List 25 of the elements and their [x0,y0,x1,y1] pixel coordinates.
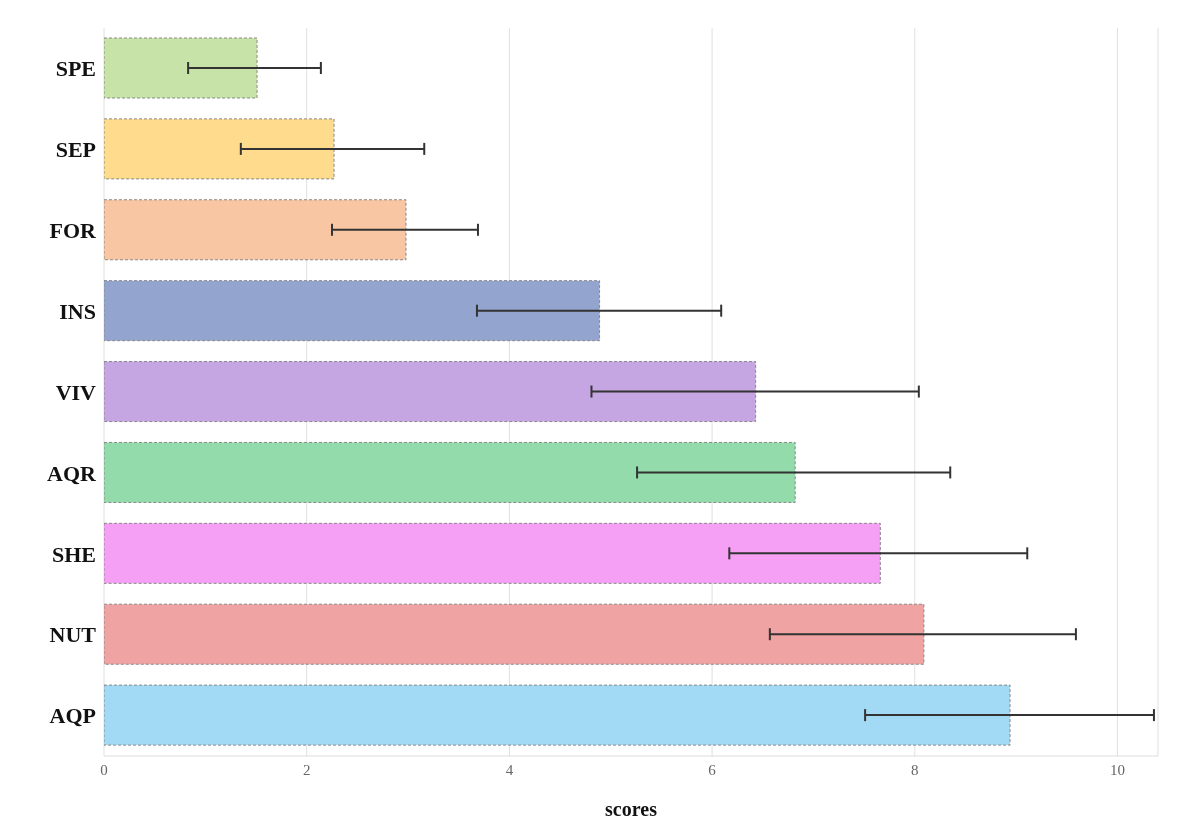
x-tick-label: 2 [302,761,311,778]
y-tick-label: SPE [55,56,96,82]
bar [104,37,258,99]
y-tick-label: AQP [49,703,96,729]
x-tick-label: 8 [911,761,919,778]
bar [104,118,335,180]
y-tick-label: VIV [55,379,97,405]
x-axis-title: scores [605,798,658,820]
x-tick-label: 6 [708,761,717,778]
y-tick-label: SHE [51,541,96,567]
x-tick-label: 4 [505,761,514,778]
bar [104,603,925,665]
bar [104,522,881,584]
y-tick-label: SEP [55,137,96,163]
x-tick-label: 10 [1109,761,1125,778]
y-tick-label: AQR [47,460,98,486]
bar [104,361,757,423]
bar [104,441,796,503]
bar [104,684,1011,746]
bar [104,199,407,261]
y-tick-label: FOR [49,218,98,244]
x-tick-label: 0 [100,761,108,778]
bar [104,280,601,342]
y-tick-label: NUT [49,622,97,648]
y-tick-label: INS [59,298,96,324]
